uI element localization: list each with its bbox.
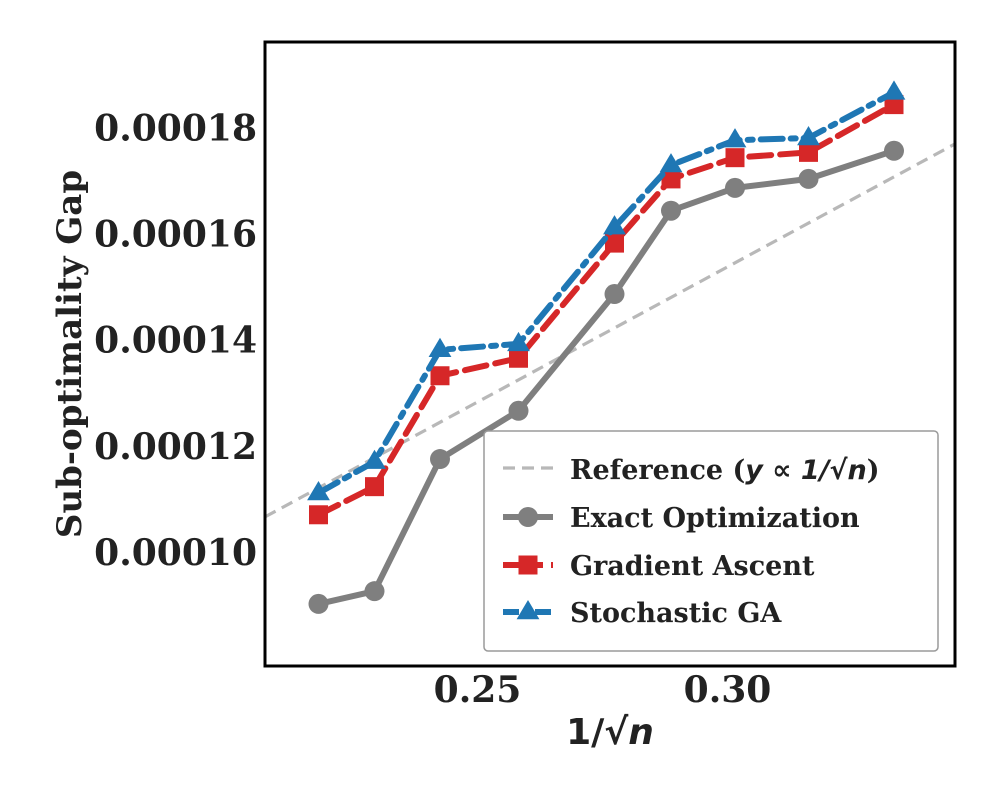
y-tick-label: 0.00012 <box>94 426 257 468</box>
y-tick-label: 0.00010 <box>94 532 257 574</box>
data-point-stochastic-ga <box>603 215 626 235</box>
data-point-exact-optimization <box>430 449 450 470</box>
series-line-reference <box>265 142 955 519</box>
x-axis-label: 1/√n <box>566 712 654 753</box>
data-point-gradient-ascent <box>725 148 745 168</box>
legend-marker-gradient-ascent <box>518 555 538 575</box>
y-tick-label: 0.00018 <box>94 107 257 149</box>
data-point-exact-optimization <box>508 400 529 421</box>
data-point-gradient-ascent <box>661 169 681 189</box>
data-point-exact-optimization <box>308 593 329 614</box>
data-point-stochastic-ga <box>723 128 747 148</box>
data-point-gradient-ascent <box>309 505 328 525</box>
data-point-stochastic-ga <box>659 153 683 173</box>
legend-label-stochastic-ga: Stochastic GA <box>570 598 782 629</box>
data-point-stochastic-ga <box>882 80 906 100</box>
data-point-gradient-ascent <box>605 233 624 253</box>
legend-frame <box>483 430 939 652</box>
data-point-exact-optimization <box>725 177 745 198</box>
data-point-stochastic-ga <box>307 481 330 501</box>
data-point-gradient-ascent <box>884 95 904 115</box>
legend-label-gradient-ascent: Gradient Ascent <box>570 551 815 582</box>
data-point-gradient-ascent <box>509 348 528 368</box>
data-point-stochastic-ga <box>428 337 452 357</box>
data-point-exact-optimization <box>661 200 681 221</box>
legend-marker-stochastic-ga <box>516 600 540 620</box>
data-point-gradient-ascent <box>430 366 450 386</box>
data-point-exact-optimization <box>364 581 385 602</box>
y-axis-label: Sub-optimality Gap <box>50 170 90 538</box>
plot-frame <box>263 40 957 668</box>
data-point-stochastic-ga <box>797 126 820 146</box>
data-point-exact-optimization <box>798 168 819 189</box>
legend-marker-exact-optimization <box>518 507 538 527</box>
data-point-exact-optimization <box>604 284 625 305</box>
data-point-stochastic-ga <box>507 331 530 352</box>
legend-label-exact-optimization: Exact Optimization <box>570 503 860 534</box>
x-tick-label: 0.25 <box>434 669 522 711</box>
legend-label-reference: Reference (y ∝ 1/√n) <box>570 455 880 486</box>
y-tick-label: 0.00016 <box>94 214 257 256</box>
data-point-stochastic-ga <box>363 449 386 469</box>
x-tick-label: 0.30 <box>684 669 772 711</box>
legend: Reference (y ∝ 1/√n) Exact Optimization … <box>483 430 939 652</box>
data-point-gradient-ascent <box>799 142 818 162</box>
y-tick-label: 0.00014 <box>94 320 257 362</box>
data-point-gradient-ascent <box>365 477 384 497</box>
data-point-exact-optimization <box>884 140 904 161</box>
